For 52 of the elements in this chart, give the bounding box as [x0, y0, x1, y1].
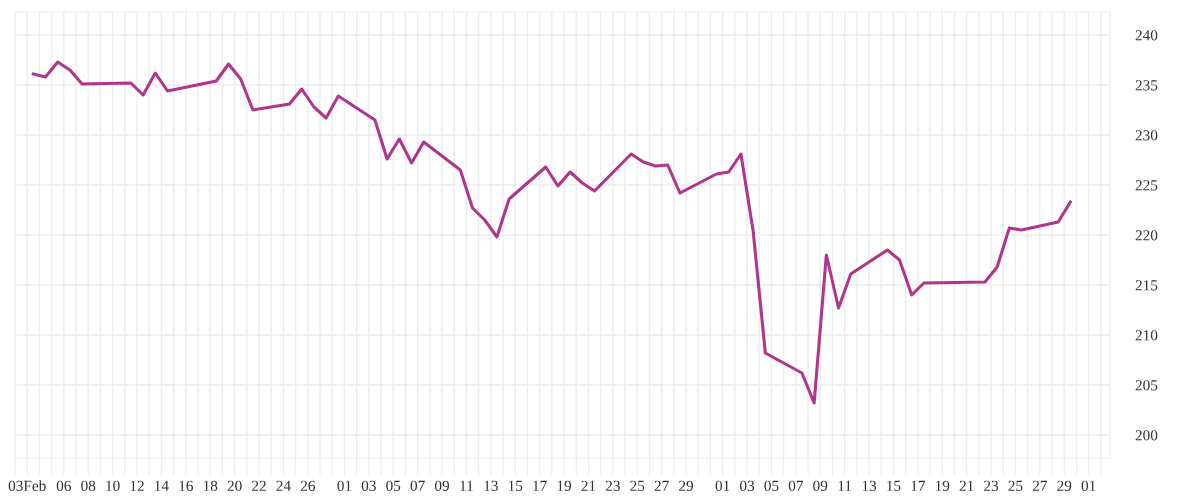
x-tick-label: 11 — [838, 480, 852, 491]
x-tick-label: 14 — [155, 480, 169, 491]
x-tick-label: 12 — [130, 480, 144, 491]
x-tick-label: 21 — [959, 480, 974, 491]
x-tick-label: 05 — [386, 480, 401, 491]
x-tick-label: 23 — [605, 480, 620, 491]
x-tick-label: 27 — [1032, 480, 1048, 491]
x-tick-label: 05 — [764, 480, 779, 491]
x-tick-label: 24 — [276, 480, 291, 491]
x-tick-label: 06 — [56, 480, 71, 491]
x-tick-label: 13 — [484, 480, 498, 491]
x-tick-label: 10 — [106, 480, 120, 491]
y-tick-label: 215 — [1135, 280, 1158, 291]
x-tick-label: 07 — [788, 480, 804, 491]
x-tick-label: 03 — [739, 480, 755, 491]
x-tick-label: 22 — [252, 480, 266, 491]
x-tick-label: 03Feb — [8, 480, 46, 491]
x-tick-label: 08 — [81, 480, 96, 491]
x-tick-label: 21 — [581, 480, 596, 491]
y-tick-label: 200 — [1135, 430, 1158, 441]
y-tick-label: 235 — [1135, 80, 1158, 91]
x-tick-label: 09 — [434, 480, 450, 491]
x-tick-label: 27 — [654, 480, 669, 491]
x-tick-label: 01 — [1081, 480, 1096, 491]
x-tick-label: 18 — [203, 480, 218, 491]
y-tick-label: 225 — [1135, 180, 1158, 191]
x-tick-label: 13 — [862, 480, 877, 491]
x-tick-label: 19 — [935, 480, 950, 491]
x-tick-label: 03 — [361, 480, 376, 491]
y-tick-label: 220 — [1135, 230, 1158, 241]
x-tick-label: 17 — [533, 480, 547, 491]
x-tick-label: 16 — [179, 480, 193, 491]
x-tick-label: 09 — [813, 480, 828, 491]
x-tick-label: 29 — [1057, 480, 1072, 491]
x-tick-label: 25 — [630, 480, 645, 491]
x-tick-label: 25 — [1008, 480, 1023, 491]
y-tick-label: 205 — [1135, 380, 1158, 391]
x-tick-label: 19 — [557, 480, 572, 491]
x-tick-label: 01 — [715, 480, 730, 491]
y-tick-label: 210 — [1135, 330, 1158, 341]
x-tick-label: 29 — [679, 480, 694, 491]
x-tick-label: 15 — [508, 480, 523, 491]
x-tick-label: 15 — [887, 480, 901, 491]
x-tick-label: 01 — [337, 480, 352, 491]
y-tick-label: 240 — [1135, 30, 1158, 41]
y-tick-label: 230 — [1135, 130, 1158, 141]
x-tick-label: 20 — [227, 480, 242, 491]
x-tick-label: 26 — [300, 480, 315, 491]
x-tick-label: 07 — [410, 480, 425, 491]
x-tick-label: 17 — [911, 480, 926, 491]
x-tick-label: 11 — [460, 480, 473, 491]
x-tick-label: 23 — [984, 480, 999, 491]
